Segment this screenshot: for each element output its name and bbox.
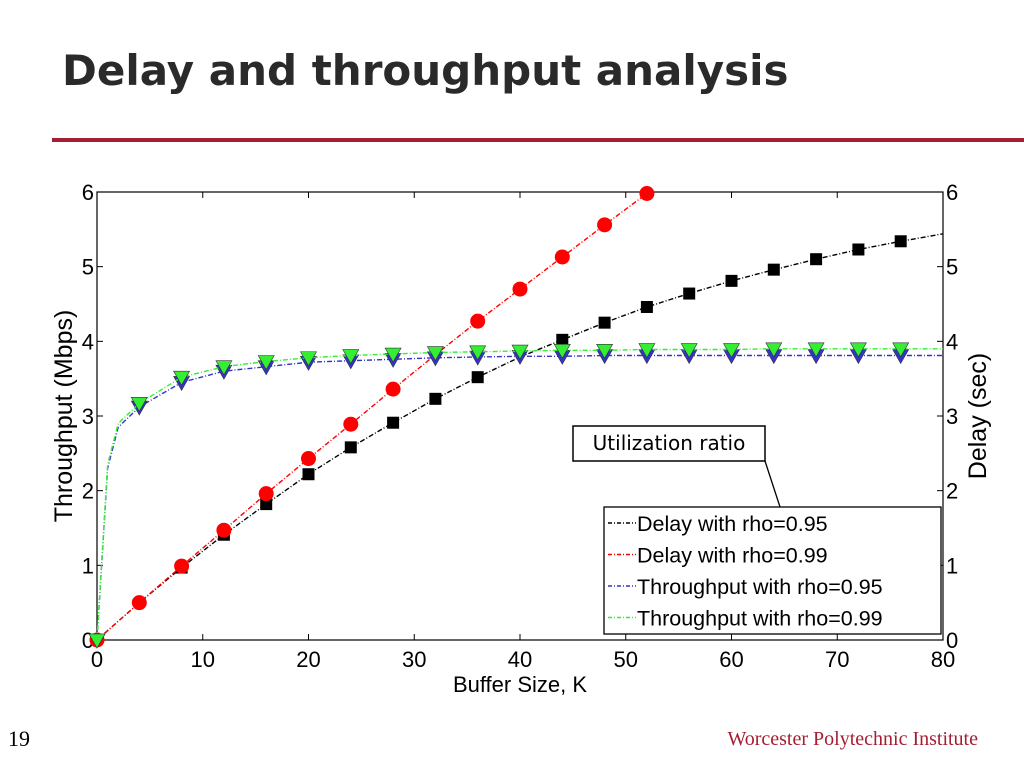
data-point [257,355,275,371]
y-tick-label-left: 5 [82,255,94,280]
data-point [597,217,613,233]
legend-item: Delay with rho=0.99 [608,544,828,568]
x-tick-label: 20 [296,647,320,672]
y-tick-label-right: 4 [946,329,958,354]
y-tick-label-right: 1 [946,553,958,578]
y-tick-label-left: 1 [82,553,94,578]
legend-box [603,506,942,635]
footer-institution: Worcester Polytechnic Institute [727,728,978,750]
x-tick-label: 50 [614,647,638,672]
page-number: 19 [8,726,30,751]
data-point [344,441,357,454]
data-point [852,243,865,256]
data-point [683,287,696,300]
legend-item: Throughput with rho=0.99 [608,607,883,631]
data-point [807,342,825,358]
y-axis-label-left: Throughput (Mbps) [50,310,78,523]
y-tick-label-right: 0 [946,628,958,653]
x-tick-label: 60 [719,647,743,672]
data-point [765,342,783,358]
data-point [810,253,823,266]
legend-label: Throughput with rho=0.99 [637,607,883,631]
annotation-text: Utilization ratio [593,431,746,455]
data-point [598,316,611,329]
data-point [722,343,741,359]
data-point [88,633,106,649]
legend-label: Delay with rho=0.99 [637,544,828,568]
data-point [639,185,655,201]
y-axis-label-right: Delay (sec) [964,353,992,479]
annotation: Utilization ratio [572,425,782,511]
data-point [511,344,529,360]
data-point [174,558,190,574]
data-point [215,360,233,376]
y-tick-label-left: 3 [82,404,94,429]
series-line [96,348,943,641]
data-point [385,381,401,397]
data-point [302,468,315,481]
data-point [638,343,656,359]
data-point [342,349,360,365]
data-point [260,498,273,511]
x-tick-label: 10 [191,647,215,672]
legend-item: Throughput with rho=0.95 [608,575,883,599]
data-point [173,370,191,386]
data-point [554,249,570,265]
y-tick-label-left: 6 [82,180,94,205]
annotation-pointer [764,460,782,511]
x-tick-label: 80 [931,647,955,672]
x-tick-label: 40 [508,647,532,672]
series-line [96,192,648,641]
x-tick-label: 0 [91,647,103,672]
x-tick-label: 30 [402,647,426,672]
data-point [767,263,780,276]
data-point [680,343,698,359]
data-point [469,345,487,361]
chart: 0 10 20 30 40 50 60 70 800 01 12 23 34 45 56 6 Buffer S… [50,180,992,697]
data-point [725,274,738,287]
title-divider [52,138,1024,142]
data-point [892,342,910,358]
data-point [426,346,444,362]
annotation-box [572,425,766,462]
data-point [553,343,571,359]
data-point [894,235,907,248]
series-layer [88,185,944,649]
data-point [429,392,442,405]
data-point [849,342,867,358]
legend: Delay with rho=0.95 Delay with rho=0.99 Th… [603,506,942,635]
legend-item: Delay with rho=0.95 [608,512,828,536]
y-tick-label-right: 6 [946,180,958,205]
axes-layer: 0 10 20 30 40 50 60 70 800 01 12 23 34 45 56 6 [82,180,959,672]
legend-label: Throughput with rho=0.95 [637,575,883,599]
data-point [387,416,400,429]
slide-title: Delay and throughput analysis [62,46,789,95]
data-point [299,351,318,367]
data-point [512,281,528,297]
data-point [640,300,653,313]
x-axis-label: Buffer Size, K [453,672,587,697]
data-point [130,397,148,412]
y-tick-label-left: 2 [82,479,94,504]
series-4 [88,342,943,649]
legend-label: Delay with rho=0.95 [637,512,828,536]
data-point [470,313,486,329]
data-point [471,371,484,384]
x-tick-label: 70 [825,647,849,672]
y-tick-label-left: 4 [82,329,94,354]
data-point [556,333,569,346]
data-point [301,451,316,467]
data-point [258,486,274,502]
data-point [384,347,402,363]
y-tick-label-right: 5 [946,255,958,280]
data-point [216,522,232,538]
data-point [596,343,614,359]
y-tick-label-right: 3 [946,404,958,429]
data-point [343,416,359,432]
y-tick-label-right: 2 [946,479,958,504]
data-point [131,595,147,611]
